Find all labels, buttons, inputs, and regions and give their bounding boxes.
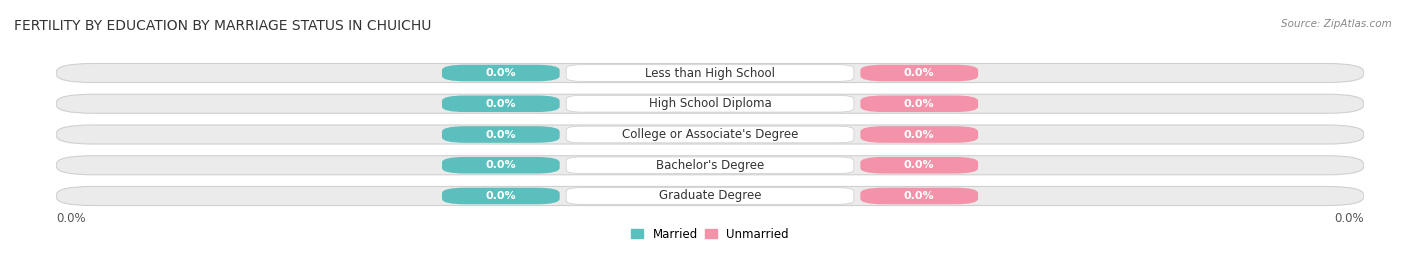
FancyBboxPatch shape <box>567 65 853 81</box>
Text: 0.0%: 0.0% <box>904 99 935 109</box>
FancyBboxPatch shape <box>441 95 560 112</box>
FancyBboxPatch shape <box>441 65 560 81</box>
FancyBboxPatch shape <box>860 188 979 204</box>
Legend: Married, Unmarried: Married, Unmarried <box>627 223 793 246</box>
Text: 0.0%: 0.0% <box>904 129 935 140</box>
FancyBboxPatch shape <box>56 186 1364 206</box>
FancyBboxPatch shape <box>860 126 979 143</box>
FancyBboxPatch shape <box>860 95 979 112</box>
FancyBboxPatch shape <box>56 156 1364 175</box>
Text: 0.0%: 0.0% <box>904 191 935 201</box>
FancyBboxPatch shape <box>441 157 560 174</box>
FancyBboxPatch shape <box>441 188 560 204</box>
FancyBboxPatch shape <box>860 157 979 174</box>
FancyBboxPatch shape <box>567 188 853 204</box>
Text: 0.0%: 0.0% <box>1334 212 1364 225</box>
FancyBboxPatch shape <box>56 125 1364 144</box>
FancyBboxPatch shape <box>860 65 979 81</box>
Text: 0.0%: 0.0% <box>485 191 516 201</box>
Text: 0.0%: 0.0% <box>485 99 516 109</box>
FancyBboxPatch shape <box>567 157 853 174</box>
Text: FERTILITY BY EDUCATION BY MARRIAGE STATUS IN CHUICHU: FERTILITY BY EDUCATION BY MARRIAGE STATU… <box>14 19 432 33</box>
Text: 0.0%: 0.0% <box>904 160 935 170</box>
FancyBboxPatch shape <box>56 94 1364 113</box>
Text: 0.0%: 0.0% <box>904 68 935 78</box>
FancyBboxPatch shape <box>441 126 560 143</box>
Text: 0.0%: 0.0% <box>485 160 516 170</box>
Text: Bachelor's Degree: Bachelor's Degree <box>657 159 763 172</box>
FancyBboxPatch shape <box>567 95 853 112</box>
Text: 0.0%: 0.0% <box>485 129 516 140</box>
Text: Less than High School: Less than High School <box>645 66 775 80</box>
Text: 0.0%: 0.0% <box>485 68 516 78</box>
Text: College or Associate's Degree: College or Associate's Degree <box>621 128 799 141</box>
Text: Source: ZipAtlas.com: Source: ZipAtlas.com <box>1281 19 1392 29</box>
FancyBboxPatch shape <box>56 63 1364 83</box>
FancyBboxPatch shape <box>567 126 853 143</box>
Text: 0.0%: 0.0% <box>56 212 86 225</box>
Text: Graduate Degree: Graduate Degree <box>659 189 761 203</box>
Text: High School Diploma: High School Diploma <box>648 97 772 110</box>
